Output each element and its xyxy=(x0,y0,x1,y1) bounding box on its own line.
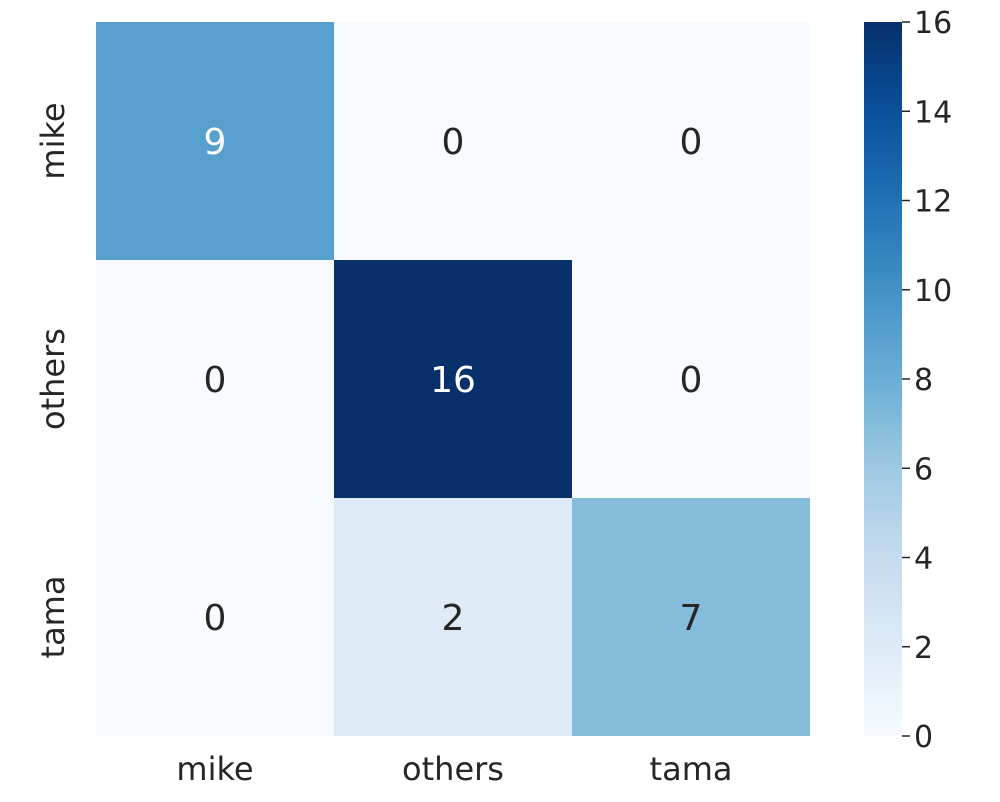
colorbar-tick-label: 8 xyxy=(914,363,933,398)
heatmap-cell xyxy=(572,498,810,736)
cell-value-label: 7 xyxy=(680,598,703,639)
heatmap-cell xyxy=(334,498,572,736)
colorbar-tick-label: 2 xyxy=(914,631,933,666)
cell-value-label: 0 xyxy=(680,360,703,401)
heatmap-cell xyxy=(334,22,572,260)
x-tick-label: tama xyxy=(650,750,733,788)
x-tick-label: others xyxy=(402,750,504,788)
colorbar-tick-label: 14 xyxy=(914,95,952,130)
cell-value-label: 0 xyxy=(204,360,227,401)
x-axis-tick-labels: mike others tama xyxy=(176,750,732,788)
heatmap-cell xyxy=(96,260,334,498)
cell-value-label: 9 xyxy=(204,122,227,163)
colorbar-tick-label: 6 xyxy=(914,452,933,487)
heatmap-cell xyxy=(572,260,810,498)
cell-value-label: 16 xyxy=(430,360,476,401)
cell-value-label: 0 xyxy=(204,598,227,639)
colorbar-tick-label: 0 xyxy=(914,720,933,755)
heatmap-cell xyxy=(96,498,334,736)
heatmap-cell xyxy=(96,22,334,260)
colorbar-tick-label: 12 xyxy=(914,185,952,220)
colorbar-ticks: 0 2 4 6 8 10 12 14 16 xyxy=(902,6,952,755)
colorbar-tick-label: 4 xyxy=(914,542,933,577)
heatmap-cells xyxy=(96,22,810,736)
y-tick-label: tama xyxy=(34,576,72,659)
colorbar-tick-label: 16 xyxy=(914,6,952,41)
cell-value-label: 0 xyxy=(680,122,703,163)
y-tick-label: others xyxy=(34,328,72,430)
heatmap-cell-labels: 9 0 0 0 16 0 0 2 7 xyxy=(204,122,703,639)
cell-value-label: 0 xyxy=(442,122,465,163)
y-tick-label: mike xyxy=(34,102,72,179)
y-axis-tick-labels: mike others tama xyxy=(34,102,72,658)
cell-value-label: 2 xyxy=(442,598,465,639)
x-tick-label: mike xyxy=(176,750,253,788)
colorbar-tick-label: 10 xyxy=(914,274,952,309)
colorbar xyxy=(864,22,902,736)
heatmap-cell xyxy=(572,22,810,260)
heatmap-cell xyxy=(334,260,572,498)
